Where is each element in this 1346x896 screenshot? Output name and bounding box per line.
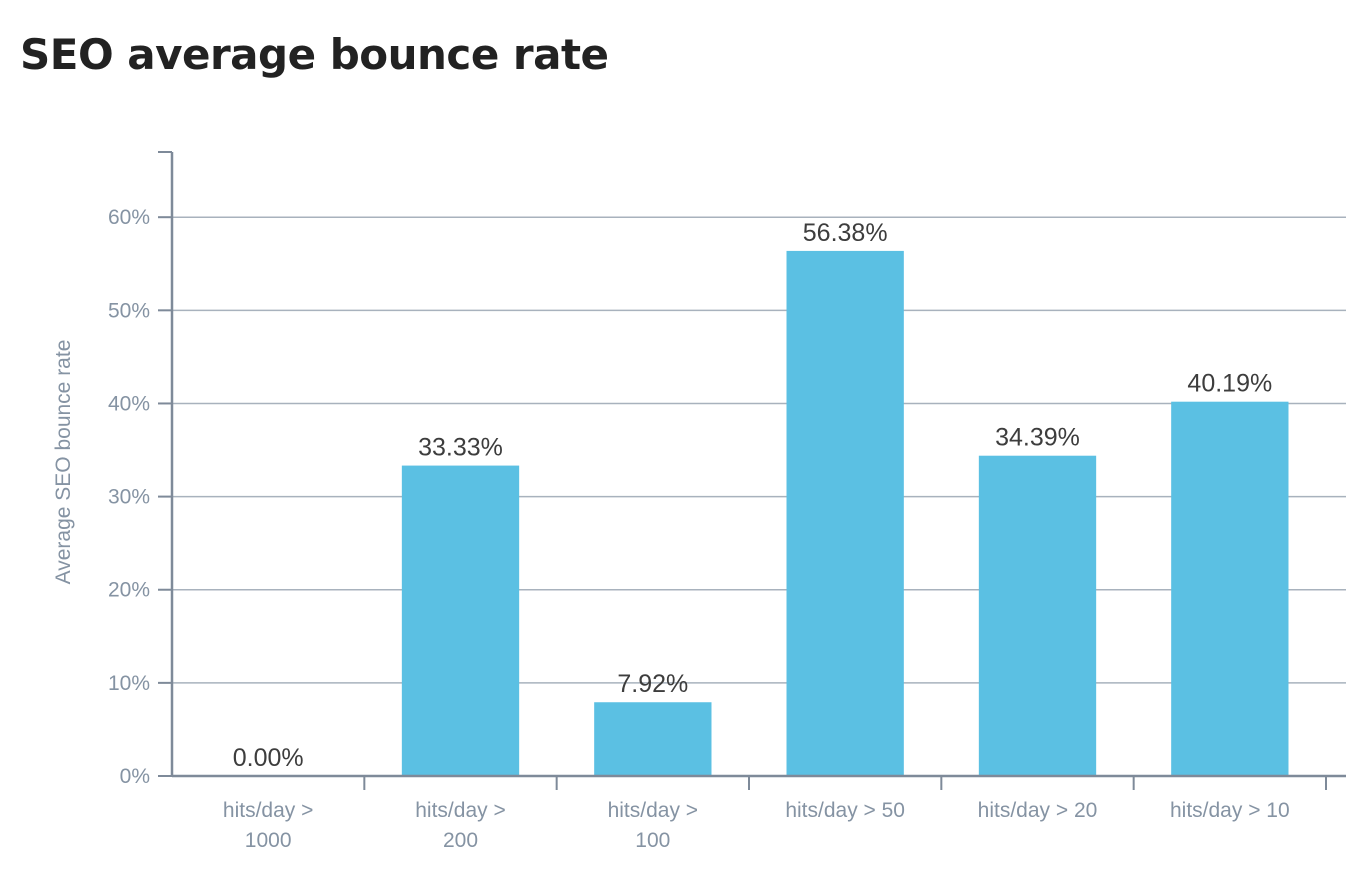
gridlines (172, 216, 1346, 684)
x-tick-label: hits/day > (608, 799, 698, 822)
y-tick-label: 60% (108, 206, 150, 229)
data-label: 0.00% (233, 744, 304, 772)
axes (158, 151, 1346, 778)
y-tick-label: 50% (108, 299, 150, 322)
data-label: 33.33% (418, 434, 503, 462)
x-tick-label: hits/day > 20 (978, 799, 1098, 822)
y-tick-label: 30% (108, 486, 150, 509)
x-tick-label: hits/day > (223, 799, 313, 822)
bar (1171, 401, 1289, 776)
bar (594, 702, 712, 776)
bar (786, 250, 904, 776)
data-label: 34.39% (995, 424, 1080, 452)
x-tick-label: hits/day > (415, 799, 505, 822)
data-label: 40.19% (1187, 370, 1272, 398)
bar (401, 465, 520, 776)
x-tick-label: 100 (635, 829, 670, 852)
data-label: 56.38% (803, 219, 888, 247)
x-axis-ticks: hits/day > 1000 hits/day > 200 hits/day > 100… (223, 776, 1327, 852)
x-tick-label: 200 (443, 829, 478, 852)
y-axis-ticks: 0% 10% 20% 30% 40% 50% 60% (108, 206, 172, 788)
data-labels: 0.00% 33.33% 7.92% 56.38% 34.39% 40.19% (233, 219, 1273, 772)
x-tick-label: hits/day > 50 (785, 799, 905, 822)
y-tick-label: 0% (120, 765, 150, 788)
bars (401, 250, 1289, 776)
x-tick-label: 1000 (245, 829, 292, 852)
chart-title: SEO average bounce rate (20, 30, 609, 79)
y-tick-label: 40% (108, 392, 150, 415)
data-label: 7.92% (617, 670, 688, 698)
x-tick-label: hits/day > 10 (1170, 799, 1290, 822)
y-tick-label: 20% (108, 579, 150, 602)
y-axis-label: Average SEO bounce rate (52, 340, 75, 585)
bar (978, 455, 1097, 776)
y-tick-label: 10% (108, 672, 150, 695)
